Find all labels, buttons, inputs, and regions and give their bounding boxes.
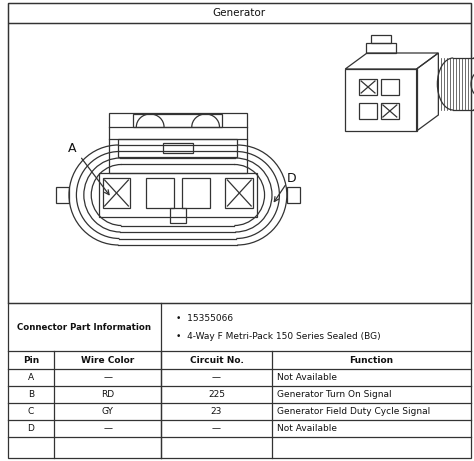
Text: Connector Part Information: Connector Part Information (18, 323, 151, 331)
Text: Not Available: Not Available (277, 373, 337, 382)
Text: —: — (212, 373, 221, 382)
Text: Pin: Pin (23, 355, 39, 365)
Bar (359, 79, 377, 95)
Text: GY: GY (101, 407, 114, 416)
Bar (182, 178, 210, 208)
Text: C: C (28, 407, 34, 416)
Text: RD: RD (101, 390, 114, 399)
Text: Not Available: Not Available (277, 424, 337, 433)
Bar (381, 79, 399, 95)
Bar (170, 208, 186, 223)
Text: A: A (28, 373, 34, 382)
Text: D: D (27, 424, 34, 433)
Bar (371, 35, 391, 43)
Text: •  15355066: • 15355066 (176, 313, 233, 323)
Bar (109, 113, 247, 173)
Bar (287, 187, 300, 203)
Text: —: — (212, 424, 221, 433)
Bar (226, 178, 253, 208)
Text: —: — (103, 424, 112, 433)
Bar (133, 114, 222, 127)
Text: Function: Function (349, 355, 393, 365)
Bar (8, 3, 471, 23)
Bar (8, 23, 471, 303)
Text: D: D (287, 171, 297, 184)
Bar (366, 43, 396, 53)
Text: 23: 23 (211, 407, 222, 416)
Text: •  4-Way F Metri-Pack 150 Series Sealed (BG): • 4-Way F Metri-Pack 150 Series Sealed (… (176, 331, 381, 341)
Bar (146, 178, 174, 208)
Text: Wire Color: Wire Color (81, 355, 134, 365)
Text: Generator Turn On Signal: Generator Turn On Signal (277, 390, 392, 399)
Text: Generator: Generator (213, 8, 266, 18)
Bar (359, 103, 377, 119)
Text: 225: 225 (208, 390, 225, 399)
Bar (103, 178, 130, 208)
Text: B: B (28, 390, 34, 399)
Bar (163, 143, 193, 153)
Text: Circuit No.: Circuit No. (190, 355, 244, 365)
Bar (345, 69, 417, 131)
Bar (118, 139, 237, 157)
Text: Generator Field Duty Cycle Signal: Generator Field Duty Cycle Signal (277, 407, 430, 416)
Text: —: — (103, 373, 112, 382)
Bar (99, 173, 257, 217)
Bar (381, 103, 399, 119)
Bar (56, 187, 69, 203)
Text: A: A (68, 142, 76, 154)
